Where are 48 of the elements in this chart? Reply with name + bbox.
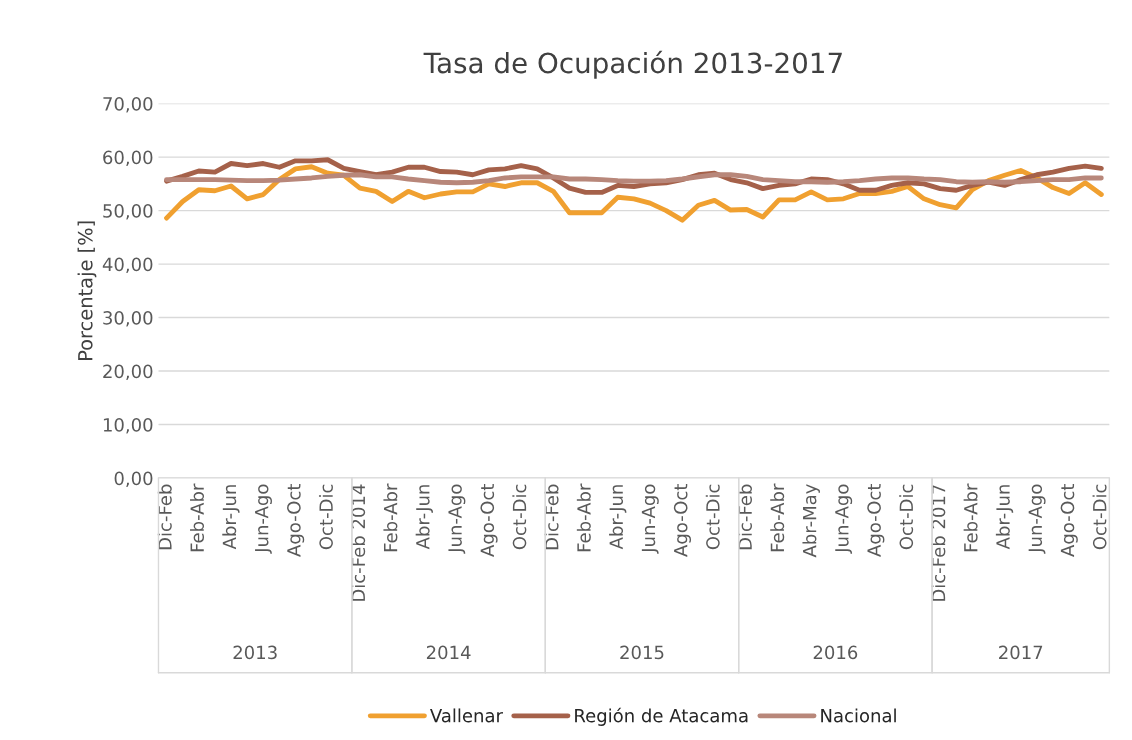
x-tick-label: Dic-Feb 2014 (351, 484, 366, 601)
x-tick-label: Ago-Oct (480, 484, 498, 557)
x-tick-label: Feb-Abr (190, 483, 205, 552)
x-tick-label: Oct-Dic (512, 484, 527, 550)
x-tick-label: Feb-Abr (770, 483, 785, 552)
x-tick-label: Jun-Ago (448, 484, 466, 554)
x-tick-label: Abr-May (802, 484, 820, 558)
y-tick-label: 40,00 (102, 257, 153, 274)
x-tick-label: Dic-Feb (738, 484, 752, 550)
x-tick-label: Jun-Ago (835, 484, 853, 554)
x-tick-label: Dic-Feb 2017 (931, 485, 946, 601)
y-tick-label: 70,00 (103, 97, 153, 113)
legend-label: Nacional (821, 708, 896, 723)
text: 2014 (426, 645, 471, 660)
x-tick-label: Feb-Abr (383, 483, 398, 552)
x-tick-label: Ago-Oct (1060, 484, 1078, 557)
line-series (164, 164, 1104, 223)
x-tick-label: Oct-Dic (899, 484, 914, 550)
text: 2017 (999, 645, 1043, 660)
x-tick-label: Jun-Ago (641, 484, 659, 554)
y-tick-label: 30,00 (103, 311, 153, 327)
x-tick-label: Abr-Jun (415, 485, 433, 550)
x-tick-label: Abr-Jun (222, 485, 240, 550)
x-tick-label: Oct-Dic (1092, 484, 1107, 550)
y-tick-label: 20,00 (103, 364, 153, 381)
x-tick-label: Feb-Abr (576, 483, 591, 552)
x-tick-label: Abr-Jun (995, 485, 1014, 550)
text: 2013 (233, 645, 277, 660)
x-tick-label: Ago-Oct (867, 484, 885, 557)
y-axis-title: Porcentaje [%] (77, 221, 97, 360)
x-tick-label: Ago-Oct (673, 484, 692, 557)
line-series (164, 172, 1104, 186)
x-tick-label: Abr-Jun (609, 485, 627, 550)
x-tick-label: Jun-Ago (1028, 484, 1046, 554)
text: 2016 (813, 645, 858, 660)
x-tick-label: Oct-Dic (318, 484, 333, 550)
legend-label: Región de Atacama (575, 707, 748, 726)
x-tick-label: Ago-Oct (287, 484, 305, 557)
y-tick-label: 0,00 (114, 471, 153, 487)
text: 2015 (620, 645, 664, 660)
x-tick-label: Oct-Dic (705, 484, 720, 550)
chart-title: Tasa de Ocupación 2013-2017 (423, 50, 842, 79)
y-tick-label: 10,00 (103, 418, 153, 434)
x-tick-label: Jun-Ago (255, 484, 272, 554)
x-tick-label: Feb-Abr (963, 483, 978, 552)
y-tick-label: 50,00 (103, 204, 153, 220)
legend-label: Vallenar (430, 708, 503, 723)
y-tick-label: 60,00 (103, 150, 153, 167)
